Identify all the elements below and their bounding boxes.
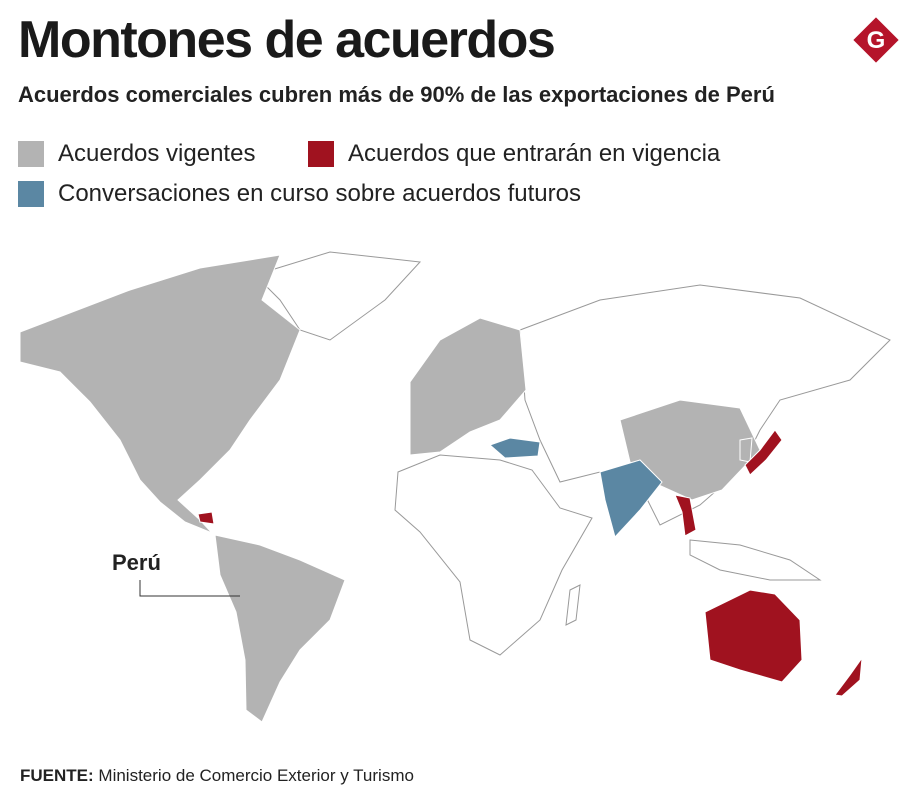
- vietnam: [674, 494, 697, 537]
- title: Montones de acuerdos: [18, 11, 556, 69]
- madagascar: [565, 584, 581, 626]
- peru-leader: [139, 580, 240, 597]
- logo: G: [853, 17, 899, 63]
- legend-label: Acuerdos vigentes: [58, 140, 256, 167]
- southeast-asia: [689, 539, 822, 581]
- legend-item: Conversaciones en curso sobre acuerdos f…: [18, 180, 581, 208]
- legend-label: Conversaciones en curso sobre acuerdos f…: [58, 180, 581, 207]
- new-zealand: [834, 656, 863, 697]
- source: FUENTE: Ministerio de Comercio Exterior …: [20, 766, 414, 786]
- legend-swatch: [308, 141, 334, 167]
- legend-swatch: [18, 181, 44, 207]
- legend-item: Acuerdos que entrarán en vigencia: [308, 140, 720, 168]
- legend-label: Acuerdos que entrarán en vigencia: [348, 140, 721, 167]
- source-label: FUENTE:: [20, 766, 94, 785]
- japan: [744, 429, 783, 476]
- north-america: [19, 254, 301, 534]
- europe: [409, 317, 527, 456]
- korea: [739, 437, 753, 463]
- source-text: Ministerio de Comercio Exterior y Turism…: [98, 766, 414, 785]
- peru-label: Perú: [112, 550, 161, 575]
- greenland: [254, 251, 422, 341]
- subtitle: Acuerdos comerciales cubren más de 90% d…: [18, 82, 775, 107]
- legend-item: Acuerdos vigentes: [18, 140, 255, 168]
- australia: [704, 589, 803, 683]
- south-america: [214, 534, 346, 723]
- india: [599, 459, 663, 539]
- logo-text: G: [867, 27, 886, 54]
- africa: [394, 454, 593, 656]
- central-america: [197, 511, 215, 525]
- turkey: [489, 437, 541, 459]
- legend-swatch: [18, 141, 44, 167]
